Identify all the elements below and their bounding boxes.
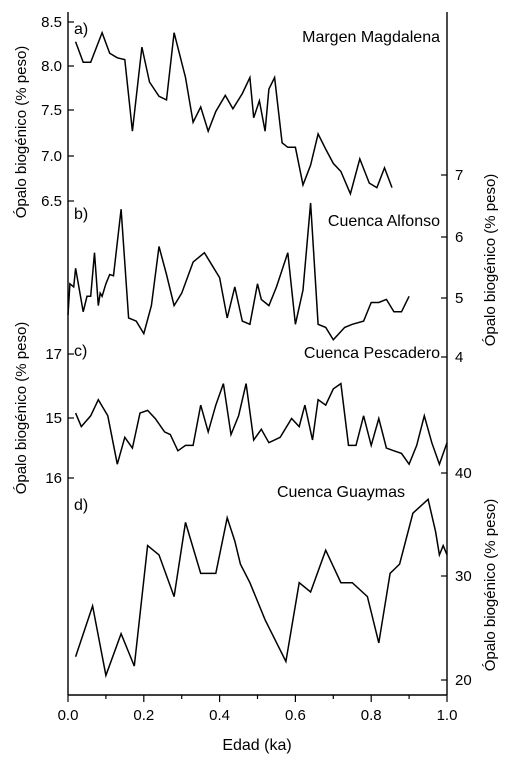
panel-b-ylabel: Ópalo biogénico (% peso) [482,174,499,347]
series-line-panel-a [74,30,393,197]
y-tick-label: 20 [455,672,472,689]
x-tick-label: 0.8 [361,707,382,724]
panel-b-letter: b) [74,206,88,223]
y-tick-label: 8.0 [41,58,62,75]
series-line-panel-d [74,497,448,679]
panel-a-letter: a) [74,21,88,38]
y-tick-label: 30 [455,568,472,585]
x-tick-label: 0.2 [133,707,154,724]
y-tick-label: 4 [455,349,463,366]
y-tick-label: 8.5 [41,14,62,31]
panel-c-letter: c) [74,343,87,360]
panel-c-ylabel: Ópalo biogénico (% peso) [13,322,30,495]
panel-b-title: Cuenca Alfonso [328,213,440,230]
y-tick-label: 6.5 [41,193,62,210]
x-axis-label: Edad (ka) [222,737,291,754]
axis-ticks: 8.5 8.0 7.5 7.0 6.5 7 6 5 4 17 15 16 40 30 20 0.0 0.2 0.4… [41,14,472,724]
y-tick-label: 7.5 [41,102,62,119]
y-tick-label: 15 [45,410,62,427]
panel-d-letter: d) [74,497,88,514]
series-line-panel-b [67,202,410,342]
y-tick-label: 17 [45,346,62,363]
panel-d-title: Cuenca Guaymas [277,484,405,501]
x-tick-label: 0.0 [58,707,79,724]
panel-a-title: Margen Magdalena [302,29,440,46]
y-tick-label: 16 [45,470,62,487]
y-tick-label: 5 [455,290,463,307]
series-lines [67,30,448,679]
y-tick-label: 7 [455,167,463,184]
series-line-panel-c [74,382,448,467]
y-tick-label: 40 [455,465,472,482]
y-tick-label: 7.0 [41,148,62,165]
panel-a-ylabel: Ópalo biogénico (% peso) [13,46,30,219]
panel-d-ylabel: Ópalo biogénico (% peso) [482,499,499,672]
x-tick-label: 1.0 [437,707,458,724]
x-tick-label: 0.4 [209,707,230,724]
y-tick-label: 6 [455,229,463,246]
panel-c-title: Cuenca Pescadero [304,345,440,362]
x-tick-label: 0.6 [285,707,306,724]
